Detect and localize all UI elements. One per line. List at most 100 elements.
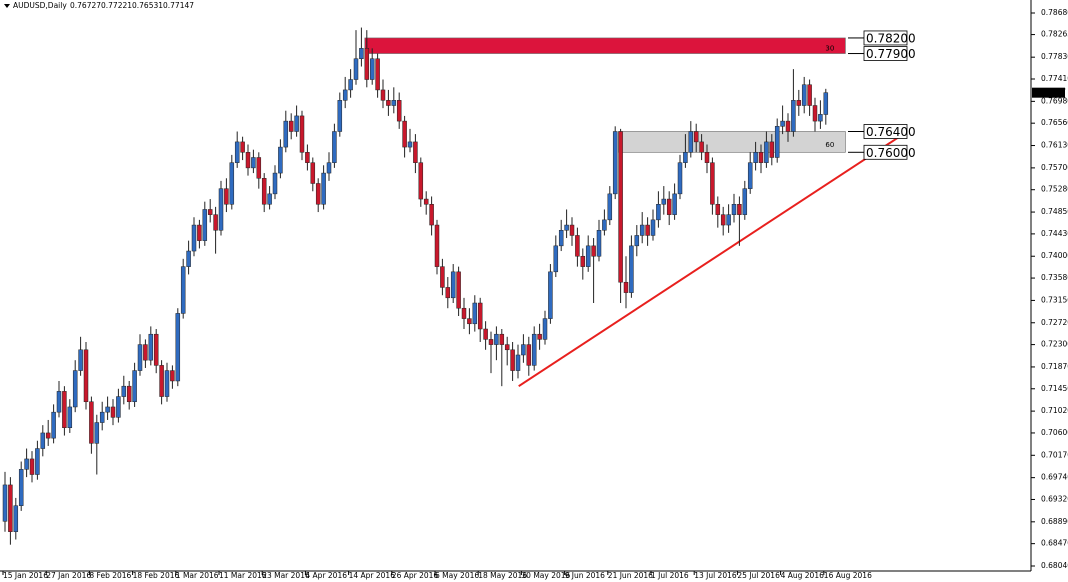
candle-body bbox=[499, 333, 505, 345]
candle-body bbox=[645, 224, 650, 236]
candle-body bbox=[45, 432, 51, 439]
candle-body bbox=[164, 370, 170, 397]
candle-body bbox=[483, 328, 488, 340]
candle-body bbox=[710, 162, 715, 205]
x-tick-label: 30 May 2016 bbox=[521, 571, 570, 580]
candle-body bbox=[726, 214, 731, 226]
candle-body bbox=[693, 131, 699, 143]
candle-body bbox=[477, 302, 483, 330]
candle-body bbox=[251, 157, 256, 169]
candle-body bbox=[429, 204, 434, 226]
x-tick-label: 26 Apr 2016 bbox=[392, 571, 439, 580]
candle-body bbox=[332, 131, 337, 163]
candle-body bbox=[666, 198, 672, 215]
menu-arrow[interactable] bbox=[4, 4, 10, 8]
x-tick-label: 1 Mar 2016 bbox=[176, 571, 219, 580]
candle-body bbox=[364, 48, 370, 80]
candle-body bbox=[72, 370, 78, 408]
candle-body bbox=[450, 271, 456, 299]
header-value: 0.76531 bbox=[132, 1, 163, 10]
candle-body bbox=[56, 391, 62, 413]
candle-body bbox=[494, 333, 499, 345]
candle-body bbox=[569, 224, 575, 236]
candle-body bbox=[348, 79, 353, 91]
candle-body bbox=[553, 245, 559, 273]
candle-body bbox=[159, 365, 164, 397]
candle-body bbox=[148, 333, 154, 361]
candle-body bbox=[407, 141, 413, 148]
candle-body bbox=[170, 370, 175, 382]
candle-body bbox=[688, 131, 694, 153]
candle-body bbox=[796, 100, 802, 106]
candle-body bbox=[310, 162, 316, 184]
candle-body bbox=[623, 281, 629, 293]
candle-body bbox=[618, 131, 623, 283]
candle-body bbox=[105, 406, 110, 413]
candle-body bbox=[294, 115, 299, 132]
candle-body bbox=[8, 484, 13, 532]
candle-body bbox=[321, 172, 326, 205]
candle-body bbox=[78, 349, 83, 371]
candle-body bbox=[288, 120, 294, 132]
candle-body bbox=[234, 141, 240, 163]
candle-body bbox=[580, 255, 586, 267]
level-label: 0.76400 bbox=[866, 125, 916, 139]
candle-body bbox=[337, 100, 343, 132]
candle-body bbox=[18, 469, 24, 506]
candle-body bbox=[548, 271, 553, 319]
zone bbox=[618, 131, 846, 153]
candle-body bbox=[386, 100, 391, 106]
candle-body bbox=[791, 100, 796, 132]
candle-body bbox=[423, 198, 429, 205]
level-label: 0.76000 bbox=[866, 146, 916, 160]
x-tick-label: 4 Apr 2016 bbox=[305, 571, 347, 580]
candle-body bbox=[278, 146, 283, 174]
candle-body bbox=[807, 84, 812, 106]
candle-body bbox=[737, 204, 742, 215]
candle-body bbox=[83, 349, 89, 403]
candle-body bbox=[434, 224, 440, 267]
candle-body bbox=[121, 385, 127, 397]
candle-body bbox=[402, 120, 407, 148]
zone bbox=[364, 37, 846, 54]
level-box bbox=[863, 30, 908, 46]
candle-body bbox=[283, 120, 289, 148]
level-box bbox=[863, 144, 908, 160]
candle-body bbox=[137, 344, 143, 371]
candle-body bbox=[488, 339, 494, 345]
candle-body bbox=[359, 48, 364, 59]
candle-body bbox=[472, 302, 478, 325]
candle-body bbox=[591, 245, 596, 257]
x-tick-label: 23 Mar 2016 bbox=[262, 571, 310, 580]
y-tick-label: 0.68040 bbox=[1041, 561, 1068, 570]
candle-body bbox=[753, 152, 758, 163]
candle-body bbox=[116, 396, 121, 418]
candle-body bbox=[51, 411, 56, 439]
header-value: 0.77147 bbox=[163, 1, 194, 10]
candle-body bbox=[731, 204, 737, 215]
candle-body bbox=[758, 152, 764, 163]
candle-body bbox=[656, 204, 661, 221]
y-tick-label: 0.78265 bbox=[1041, 30, 1068, 39]
candle-body bbox=[661, 198, 667, 205]
candle-body bbox=[445, 287, 451, 299]
candle-body bbox=[812, 105, 818, 122]
candle-body bbox=[510, 349, 515, 371]
candle-body bbox=[229, 162, 235, 205]
